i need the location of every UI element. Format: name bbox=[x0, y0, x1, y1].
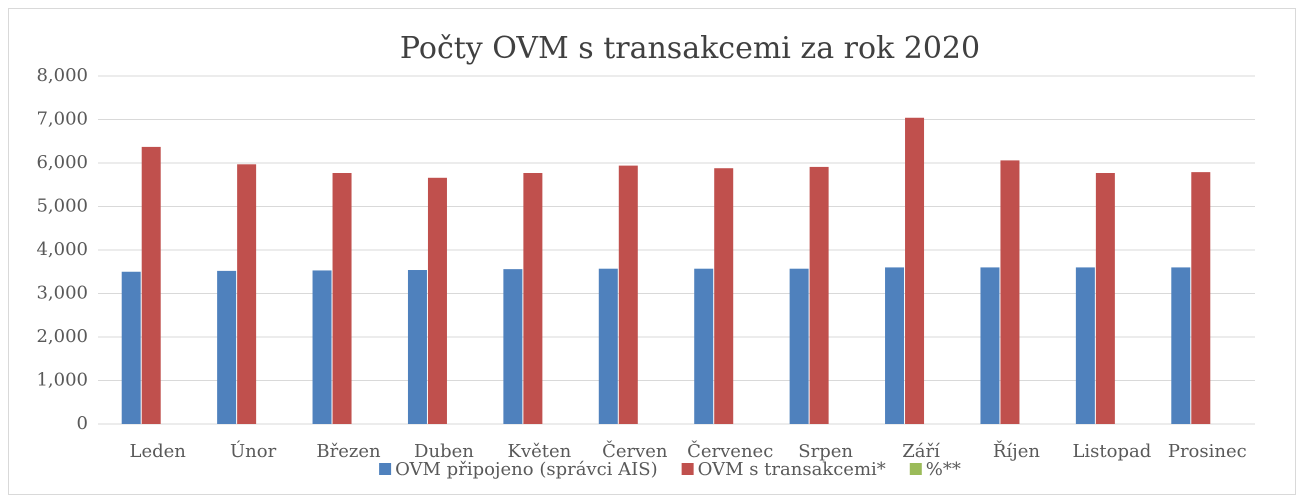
y-tick-label: 0 bbox=[77, 413, 88, 434]
x-tick-label: Září bbox=[902, 441, 940, 462]
y-tick-label: 2,000 bbox=[36, 326, 88, 347]
bar bbox=[217, 270, 237, 424]
legend-swatch bbox=[681, 463, 694, 475]
y-tick-label: 1,000 bbox=[36, 370, 88, 391]
x-tick-label: Únor bbox=[230, 439, 277, 462]
bar bbox=[714, 168, 734, 424]
legend-label: %** bbox=[926, 459, 961, 480]
bar bbox=[121, 271, 141, 424]
bar bbox=[809, 166, 829, 425]
bar bbox=[598, 268, 618, 424]
bar bbox=[237, 164, 257, 424]
legend-swatch bbox=[909, 463, 922, 475]
bar bbox=[312, 270, 332, 424]
bar bbox=[980, 267, 1000, 424]
x-tick-label: Listopad bbox=[1072, 441, 1151, 462]
bar bbox=[694, 268, 714, 424]
x-tick-label: Říjen bbox=[993, 439, 1041, 462]
bar bbox=[407, 270, 427, 424]
y-tick-label: 4,000 bbox=[36, 239, 88, 260]
x-tick-label: Červenec bbox=[687, 439, 773, 462]
bar bbox=[905, 117, 925, 424]
y-tick-label: 6,000 bbox=[36, 152, 88, 173]
bar bbox=[332, 173, 352, 424]
bar bbox=[885, 267, 905, 424]
bar bbox=[141, 146, 161, 424]
x-tick-label: Duben bbox=[414, 441, 474, 462]
x-tick-label: Březen bbox=[316, 441, 381, 462]
bar bbox=[1095, 173, 1115, 424]
bar bbox=[1075, 267, 1095, 424]
x-tick-label: Červen bbox=[602, 439, 668, 462]
x-tick-label: Prosinec bbox=[1168, 441, 1247, 462]
y-tick-label: 8,000 bbox=[36, 65, 88, 86]
bar bbox=[618, 165, 638, 425]
legend-swatch bbox=[379, 463, 392, 475]
legend-label: OVM připojeno (správci AIS) bbox=[395, 459, 658, 480]
bar bbox=[789, 268, 809, 424]
bar bbox=[523, 173, 543, 424]
bar bbox=[1171, 267, 1191, 424]
bar bbox=[503, 269, 523, 424]
y-tick-label: 5,000 bbox=[36, 196, 88, 217]
legend-label: OVM s transakcemi* bbox=[698, 459, 886, 480]
bar bbox=[427, 177, 447, 424]
chart-title: Počty OVM s transakcemi za rok 2020 bbox=[400, 31, 980, 66]
y-tick-label: 3,000 bbox=[36, 283, 88, 304]
y-tick-label: 7,000 bbox=[36, 109, 88, 130]
x-tick-label: Leden bbox=[130, 441, 187, 462]
x-tick-label: Srpen bbox=[798, 441, 853, 462]
x-tick-label: Květen bbox=[508, 441, 572, 462]
bar bbox=[1191, 172, 1211, 424]
bar bbox=[1000, 160, 1020, 424]
